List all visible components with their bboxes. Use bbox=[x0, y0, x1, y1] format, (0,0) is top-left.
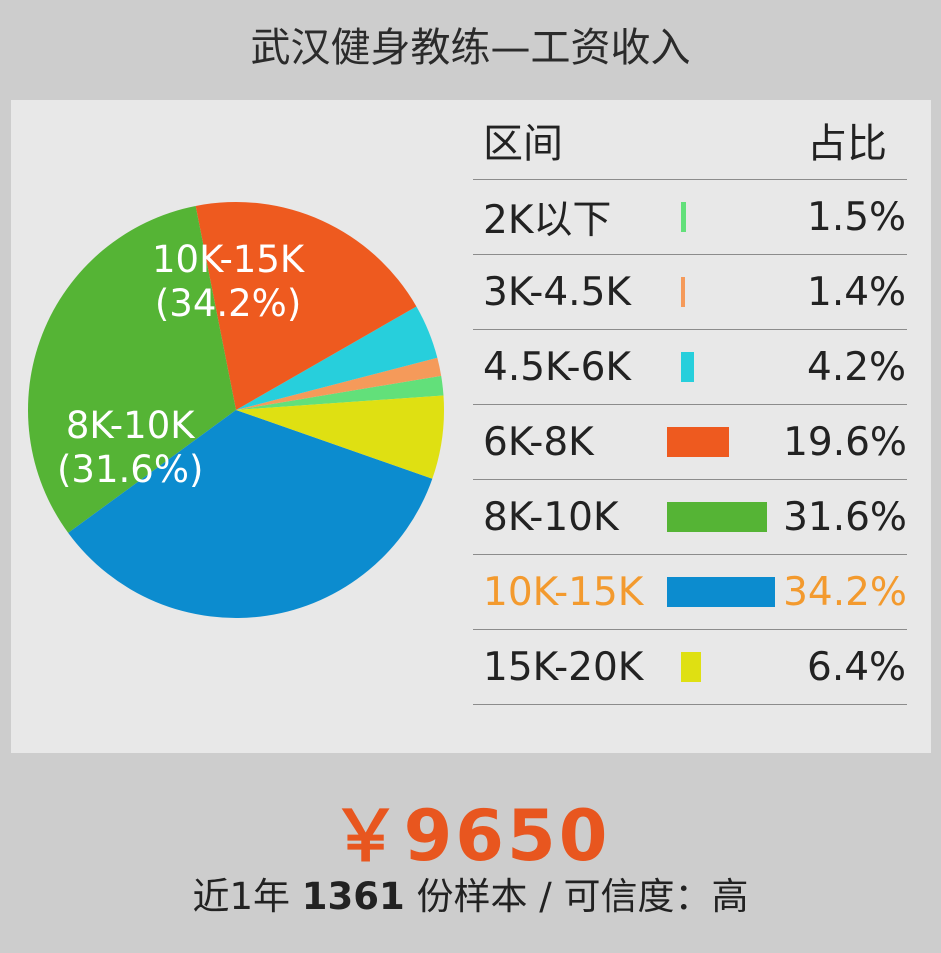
legend-row: 3K-4.5K 1.4% bbox=[473, 255, 907, 330]
pie-slice-3K-4.5K bbox=[236, 357, 442, 410]
sample-count: 1361 bbox=[301, 875, 405, 918]
sample-prefix: 近1年 bbox=[192, 875, 291, 918]
legend-rows: 2K以下 1.5% 3K-4.5K 1.4% 4.5K-6K 4.2% 6K-8K 19.6%… bbox=[473, 180, 907, 705]
legend-share: 19.6% bbox=[783, 419, 907, 465]
slice-label-10k-15k: 10K-15K (34.2%) bbox=[152, 238, 304, 326]
pie-slice-2K以下 bbox=[236, 375, 444, 410]
chart-panel: 10K-15K (34.2%) 8K-10K (31.6%) 区间 占比 2K以… bbox=[11, 100, 931, 753]
legend-range: 2K以下 bbox=[483, 198, 612, 243]
pie-slice-6K-8K bbox=[195, 201, 417, 410]
pie-chart bbox=[28, 201, 444, 618]
legend-bar-10K-15K bbox=[666, 577, 775, 607]
legend-share: 6.4% bbox=[807, 644, 907, 690]
legend-header: 区间 占比 bbox=[473, 100, 907, 180]
legend-row: 10K-15K 34.2% bbox=[473, 555, 907, 630]
legend-range: 8K-10K bbox=[483, 494, 619, 540]
pie-slice-4.5K-6K bbox=[236, 306, 438, 410]
legend-range: 6K-8K bbox=[483, 419, 594, 465]
slice-label-10k-15k-name: 10K-15K bbox=[152, 238, 305, 281]
legend-range: 10K-15K bbox=[483, 569, 644, 615]
legend-row: 15K-20K 6.4% bbox=[473, 630, 907, 705]
chart-title: 武汉健身教练—工资收入 bbox=[250, 25, 691, 71]
legend-share: 4.2% bbox=[807, 344, 907, 390]
slice-label-8k-10k: 8K-10K (31.6%) bbox=[57, 404, 203, 492]
slice-label-10k-15k-pct: (34.2%) bbox=[154, 282, 302, 325]
legend-range: 4.5K-6K bbox=[483, 344, 631, 390]
legend-row: 4.5K-6K 4.2% bbox=[473, 330, 907, 405]
slice-label-8k-10k-name: 8K-10K bbox=[65, 404, 195, 447]
sample-suffix: 份样本 / 可信度：高 bbox=[416, 875, 749, 918]
average-salary: ￥9650 bbox=[330, 795, 611, 877]
legend-share: 31.6% bbox=[783, 494, 907, 540]
legend-bar-3K-4.5K bbox=[681, 277, 685, 307]
legend-bar-2K以下 bbox=[681, 202, 686, 232]
legend-row: 2K以下 1.5% bbox=[473, 180, 907, 255]
legend-header-share: 占比 bbox=[807, 120, 887, 167]
legend-range: 3K-4.5K bbox=[483, 269, 631, 315]
legend-range: 15K-20K bbox=[483, 644, 644, 690]
legend-bar-15K-20K bbox=[681, 652, 701, 682]
legend-row: 8K-10K 31.6% bbox=[473, 480, 907, 555]
legend-bar-6K-8K bbox=[666, 427, 729, 457]
pie-slice-10K-15K bbox=[68, 410, 433, 618]
slice-label-8k-10k-pct: (31.6%) bbox=[57, 448, 204, 491]
legend-header-range: 区间 bbox=[483, 120, 563, 167]
pie-slice-8K-10K bbox=[28, 205, 236, 533]
legend-share: 1.5% bbox=[807, 194, 907, 240]
sample-info: 近1年 1361 份样本 / 可信度：高 bbox=[0, 866, 941, 920]
legend-table: 区间 占比 2K以下 1.5% 3K-4.5K 1.4% 4.5K-6K 4.2% 6K-8… bbox=[473, 100, 907, 705]
legend-share: 1.4% bbox=[807, 269, 907, 315]
pie-slice-15K-20K bbox=[236, 395, 444, 479]
legend-share: 34.2% bbox=[783, 569, 907, 615]
legend-bar-4.5K-6K bbox=[681, 352, 694, 382]
legend-row: 6K-8K 19.6% bbox=[473, 405, 907, 480]
legend-bar-8K-10K bbox=[666, 502, 767, 532]
